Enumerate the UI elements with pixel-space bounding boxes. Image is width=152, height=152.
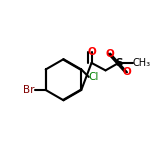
Text: S: S: [115, 58, 122, 68]
Text: CH₃: CH₃: [133, 58, 151, 68]
Text: O: O: [87, 47, 96, 57]
Text: O: O: [106, 49, 115, 59]
Text: Br: Br: [23, 85, 35, 95]
Text: Cl: Cl: [89, 72, 99, 82]
Text: O: O: [123, 67, 131, 77]
